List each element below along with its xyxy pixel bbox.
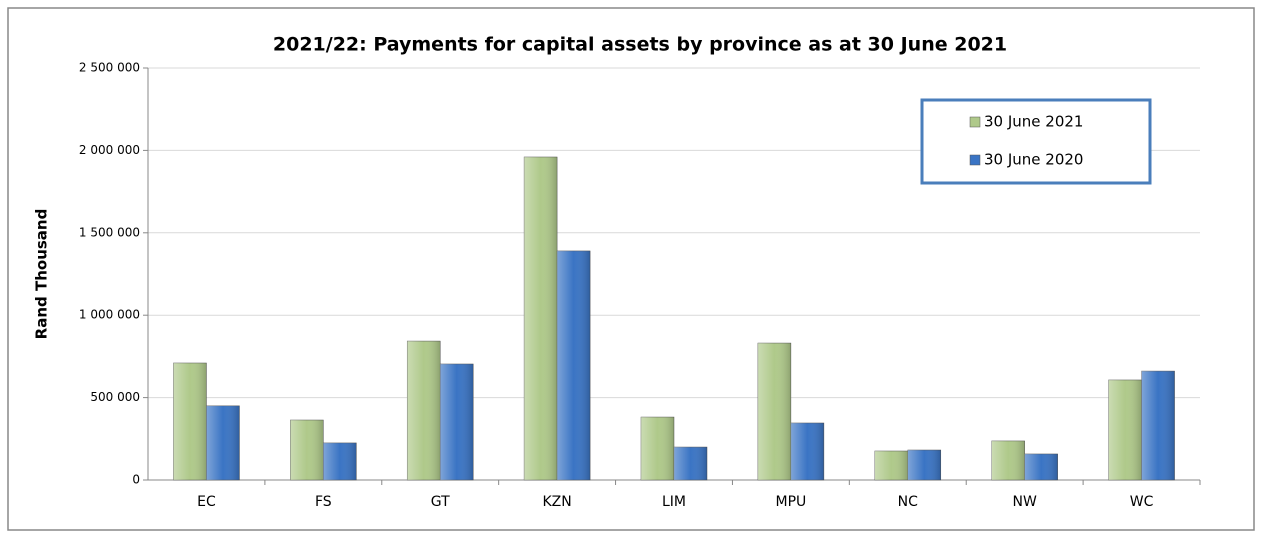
legend-swatch [969, 154, 981, 166]
y-tick-label: 2 500 000 [79, 61, 140, 75]
bar-shade [674, 447, 707, 480]
bar-shade [173, 362, 207, 480]
x-tick-label: NW [1013, 494, 1037, 510]
y-tick-label: 2 000 000 [79, 143, 140, 157]
x-tick-label: KZN [542, 494, 571, 510]
bar-shade [757, 343, 791, 480]
bar-shade [206, 405, 240, 480]
x-tick-label: GT [431, 494, 450, 510]
legend-box [920, 98, 1152, 185]
x-tick-label: WC [1130, 494, 1154, 510]
legend-swatch [969, 116, 981, 128]
chart-title: 2021/22: Payments for capital assets by … [273, 34, 1007, 56]
x-tick-label: MPU [775, 494, 806, 510]
x-tick-label: EC [197, 494, 216, 510]
y-tick-label: 500 000 [90, 390, 140, 404]
bar-shade [1141, 371, 1175, 480]
y-tick-label: 1 500 000 [79, 225, 140, 239]
bar-shade [323, 442, 357, 480]
y-tick-label: 1 000 000 [79, 308, 140, 322]
x-tick-label: FS [315, 494, 332, 510]
x-tick-label: NC [898, 494, 918, 510]
x-tick-label: LIM [662, 494, 686, 510]
bar-shade [407, 341, 441, 480]
bar-shade [790, 422, 824, 480]
bar-shade [874, 450, 908, 480]
bar-shade [641, 417, 674, 480]
bar-shade [440, 363, 474, 480]
bar-shade [557, 250, 591, 480]
legend-label: 30 June 2020 [984, 151, 1083, 169]
legend-label: 30 June 2021 [984, 113, 1083, 131]
bar-shade [907, 450, 941, 480]
bar-shade [524, 156, 558, 480]
y-tick-label: 0 [132, 473, 140, 487]
y-axis-label: Rand Thousand [33, 209, 51, 340]
bar-shade [1108, 379, 1142, 480]
bar-shade [991, 440, 1025, 480]
bar-shade [290, 420, 324, 480]
bar-shade [1024, 453, 1058, 480]
